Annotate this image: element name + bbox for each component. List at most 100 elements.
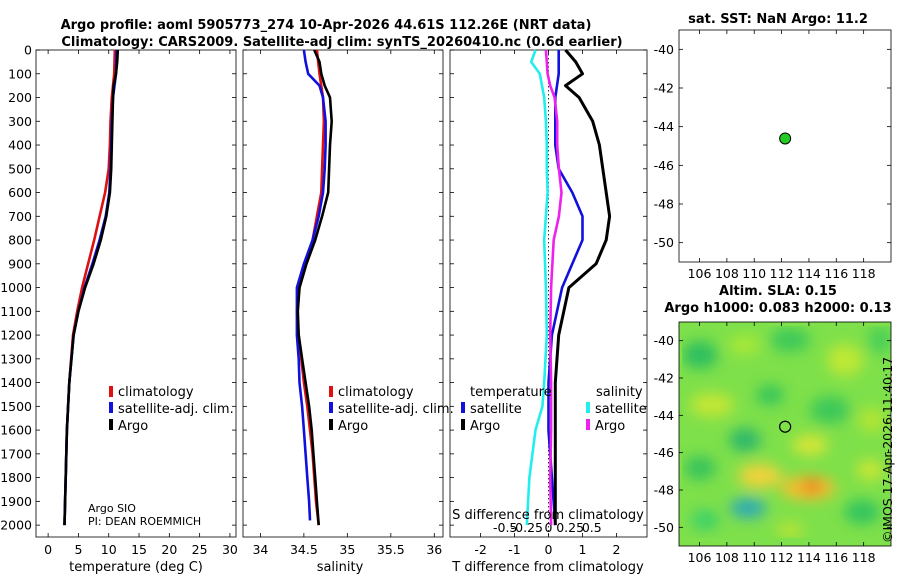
longitude-tick-label: 116	[824, 266, 848, 281]
s-diff-argo-line	[544, 49, 563, 526]
difference-legend: temperature satellite Argo salinity sate…	[461, 385, 647, 434]
x-tick-label: 35.5	[377, 542, 405, 557]
salinity-panel: 34 34.5 35 35.5 36 salinity climatology sate…	[242, 49, 454, 575]
sla-title-line1: Altim. SLA: 0.15	[719, 284, 837, 299]
s-difference-label: S difference from climatology	[452, 508, 644, 523]
temperature-satellite-line	[63, 49, 118, 526]
longitude-tick-label: 118	[852, 550, 876, 565]
latitude-tick-label: -44	[654, 119, 674, 134]
longitude-tick-label: 118	[852, 266, 876, 281]
depth-tick-label: 1500	[0, 399, 32, 414]
x-tick-label: 35	[339, 542, 355, 557]
legend-t-argo-swatch	[461, 419, 465, 430]
salinity-legend: climatology satellite-adj. clim. Argo	[329, 385, 454, 434]
latitude-tick-label: -48	[654, 197, 674, 212]
s-tick-label: 0.5	[582, 520, 602, 535]
legend-climatology: climatology	[118, 385, 194, 400]
longitude-tick-label: 114	[797, 550, 821, 565]
legend-argo-swatch	[109, 419, 113, 430]
depth-tick-label: 900	[8, 256, 32, 271]
depth-tick-label: 500	[8, 161, 32, 176]
legend-satellite: satellite-adj. clim.	[338, 402, 454, 417]
depth-tick-label: 600	[8, 185, 32, 200]
legend-argo-swatch	[329, 419, 333, 430]
x-tick-label: 5	[74, 542, 82, 557]
s-tick-label: -0.25	[511, 520, 543, 535]
sla-title-line2: Argo h1000: 0.083 h2000: 0.13	[664, 301, 891, 316]
longitude-tick-label: 106	[688, 550, 712, 565]
x-tick-label: 15	[131, 542, 147, 557]
sla-axes-box	[678, 321, 892, 547]
latitude-tick-label: -50	[654, 235, 674, 250]
legend-climatology-swatch	[329, 386, 333, 397]
latitude-tick-label: -42	[654, 81, 674, 96]
longitude-tick-label: 108	[715, 550, 739, 565]
legend-argo: Argo	[338, 419, 368, 434]
legend-t-satellite-swatch	[461, 402, 465, 413]
x-tick-label: 25	[192, 542, 208, 557]
t-difference-label: T difference from climatology	[451, 560, 644, 575]
temperature-climatology-line	[63, 49, 117, 526]
x-tick-label: 34	[252, 542, 268, 557]
longitude-tick-label: 110	[742, 550, 766, 565]
x-tick-label: -2	[474, 542, 486, 557]
depth-tick-label: 800	[8, 233, 32, 248]
figure-title-line2: Climatology: CARS2009. Satellite-adj cli…	[61, 35, 622, 50]
salinity-x-label: salinity	[317, 560, 364, 575]
t-diff-satellite-line	[547, 50, 584, 526]
legend-climatology-swatch	[109, 386, 113, 397]
sst-axes-box	[678, 29, 892, 263]
latitude-tick-label: -44	[654, 408, 674, 423]
longitude-tick-label: 116	[824, 550, 848, 565]
imos-timestamp: ©IMOS 17-Apr-2026 11:40:17	[880, 357, 895, 543]
longitude-tick-label: 114	[797, 266, 821, 281]
x-tick-label: 2	[612, 542, 620, 557]
temperature-x-label: temperature (deg C)	[69, 560, 203, 575]
x-tick-label: -1	[508, 542, 520, 557]
depth-tick-label: 0	[24, 43, 32, 58]
depth-tick-label: 300	[8, 114, 32, 129]
figure-title-line1: Argo profile: aoml 5905773_274 10-Apr-20…	[61, 18, 592, 33]
legend-s-satellite-swatch	[586, 402, 590, 413]
depth-tick-label: 400	[8, 138, 32, 153]
temperature-panel: 0 5 10 15 20 25 300100200300400500600700800900…	[0, 43, 238, 576]
sst-map-panel: sat. SST: NaN Argo: 11.2 106 108 110 112 114…	[654, 12, 892, 281]
credit-institution: Argo SIO	[88, 502, 136, 515]
legend-t-argo: Argo	[470, 419, 500, 434]
legend-temperature-title: temperature	[470, 385, 552, 400]
legend-climatology: climatology	[338, 385, 414, 400]
longitude-tick-label: 110	[742, 266, 766, 281]
credit-pi: PI: DEAN ROEMMICH	[88, 515, 201, 528]
longitude-tick-label: 108	[715, 266, 739, 281]
x-tick-label: 30	[222, 542, 238, 557]
legend-s-argo: Argo	[595, 419, 625, 434]
difference-panel: -2 -1 0 1 2 -0.5-0.25 0 0.250.5 S difference f…	[449, 49, 648, 575]
depth-tick-label: 700	[8, 209, 32, 224]
latitude-tick-label: -50	[654, 520, 674, 535]
x-tick-label: 1	[578, 542, 586, 557]
s-tick-label: 0	[545, 520, 553, 535]
depth-tick-label: 100	[8, 66, 32, 81]
salinity-argo-line	[296, 49, 334, 526]
depth-tick-label: 1700	[0, 446, 32, 461]
depth-tick-label: 1300	[0, 351, 32, 366]
legend-argo: Argo	[118, 419, 148, 434]
x-tick-label: 34.5	[290, 542, 318, 557]
longitude-tick-label: 112	[770, 550, 794, 565]
depth-tick-label: 1200	[0, 328, 32, 343]
s-diff-satellite-line	[525, 49, 549, 526]
sla-heatmap	[679, 322, 891, 546]
salinity-satellite-line	[295, 49, 327, 521]
x-tick-label: 0	[545, 542, 553, 557]
depth-tick-label: 1800	[0, 470, 32, 485]
legend-satellite-swatch	[329, 402, 333, 413]
latitude-tick-label: -42	[654, 371, 674, 386]
latitude-tick-label: -46	[654, 445, 674, 460]
depth-tick-label: 1000	[0, 280, 32, 295]
temperature-argo-line	[63, 49, 120, 526]
s-tick-label: -0.5	[493, 520, 517, 535]
latitude-tick-label: -40	[654, 333, 674, 348]
latitude-tick-label: -40	[654, 42, 674, 57]
depth-tick-label: 200	[8, 90, 32, 105]
sst-title: sat. SST: NaN Argo: 11.2	[688, 12, 868, 27]
